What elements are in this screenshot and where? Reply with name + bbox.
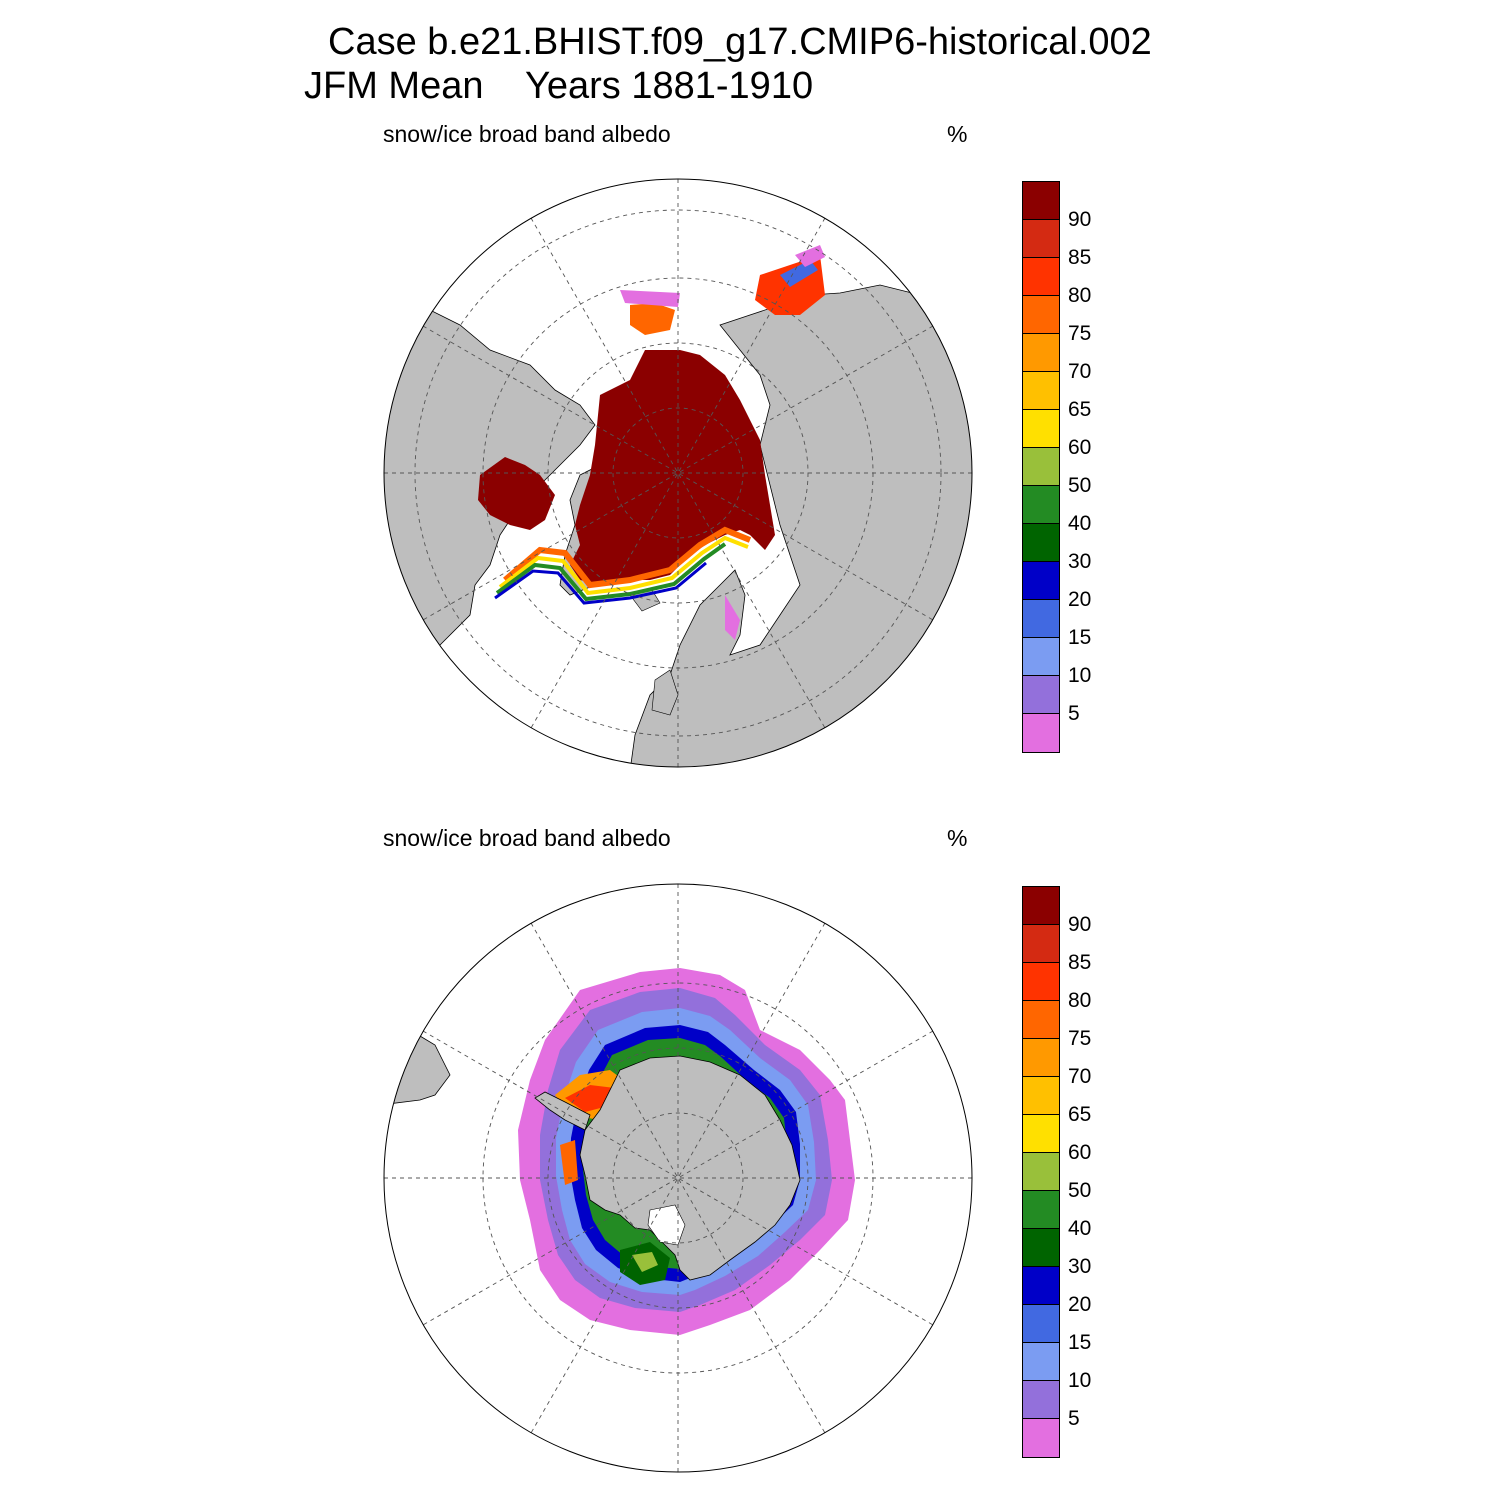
north-polar-map xyxy=(383,178,973,768)
okhotsk-sea-ice-blue xyxy=(780,260,818,287)
bellingshausen-sea-ice xyxy=(560,1140,578,1185)
north-colorbar-tick-label: 65 xyxy=(1068,398,1092,421)
north-colorbar-tick-label: 70 xyxy=(1068,360,1092,383)
south-colorbar-swatch xyxy=(1023,1229,1059,1267)
south-colorbar-swatch xyxy=(1023,1115,1059,1153)
arctic-sea-ice xyxy=(570,350,775,585)
ice-edge-band-blue xyxy=(494,561,707,605)
north-colorbar-tick-label: 90 xyxy=(1068,208,1092,231)
south-colorbar-tick-label: 50 xyxy=(1068,1179,1092,1202)
north-colorbar-swatch xyxy=(1023,448,1059,486)
ice-edge-band-green xyxy=(495,542,727,602)
bering-sea-ice xyxy=(630,303,675,335)
south-colorbar-tick-label: 80 xyxy=(1068,989,1092,1012)
eurasia-land xyxy=(629,284,972,767)
north-colorbar-swatch xyxy=(1023,638,1059,676)
north-colorbar-tick-label: 40 xyxy=(1068,512,1092,535)
north-map-graticule xyxy=(384,179,972,767)
baltic-sea-ice xyxy=(725,595,740,640)
north-colorbar xyxy=(1022,181,1060,753)
north-colorbar-swatch xyxy=(1023,372,1059,410)
ice-edge-band-mid xyxy=(498,535,749,596)
north-colorbar-swatch xyxy=(1023,562,1059,600)
south-colorbar-tick-label: 90 xyxy=(1068,913,1092,936)
north-panel-unit-label: % xyxy=(947,121,968,147)
figure-title-line-1: Case b.e21.BHIST.f09_g17.CMIP6-historica… xyxy=(328,21,1152,63)
south-colorbar-tick-label: 75 xyxy=(1068,1027,1092,1050)
north-colorbar-swatch xyxy=(1023,258,1059,296)
north-colorbar-swatch xyxy=(1023,600,1059,638)
south-colorbar-tick-label: 5 xyxy=(1068,1407,1080,1430)
uk-land xyxy=(651,669,679,716)
south-colorbar-tick-label: 60 xyxy=(1068,1141,1092,1164)
south-colorbar xyxy=(1022,886,1060,1458)
north-colorbar-swatch xyxy=(1023,524,1059,562)
south-colorbar-tick-label: 15 xyxy=(1068,1331,1092,1354)
north-colorbar-tick-label: 85 xyxy=(1068,246,1092,269)
south-colorbar-tick-label: 20 xyxy=(1068,1293,1092,1316)
north-colorbar-swatch xyxy=(1023,714,1059,752)
south-colorbar-swatch xyxy=(1023,1305,1059,1343)
hudson-bay-ice xyxy=(478,457,555,530)
south-colorbar-swatch xyxy=(1023,1077,1059,1115)
south-colorbar-swatch xyxy=(1023,1153,1059,1191)
south-colorbar-swatch xyxy=(1023,1191,1059,1229)
south-map-border xyxy=(383,883,973,1473)
south-polar-map xyxy=(383,883,973,1473)
south-colorbar-swatch xyxy=(1023,925,1059,963)
north-colorbar-swatch xyxy=(1023,220,1059,258)
antarctica-land xyxy=(579,1055,801,1281)
north-colorbar-swatch xyxy=(1023,676,1059,714)
south-colorbar-swatch xyxy=(1023,1267,1059,1305)
south-colorbar-swatch xyxy=(1023,963,1059,1001)
south-panel-variable-label: snow/ice broad band albedo xyxy=(383,825,671,851)
bering-sea-ice-edge xyxy=(620,290,680,307)
north-colorbar-tick-label: 10 xyxy=(1068,664,1092,687)
south-colorbar-tick-label: 30 xyxy=(1068,1255,1092,1278)
north-colorbar-tick-label: 5 xyxy=(1068,702,1080,725)
south-colorbar-tick-label: 40 xyxy=(1068,1217,1092,1240)
north-map-border xyxy=(383,178,973,768)
ice-edge-band-high xyxy=(503,526,752,589)
north-colorbar-tick-label: 50 xyxy=(1068,474,1092,497)
south-colorbar-tick-label: 70 xyxy=(1068,1065,1092,1088)
north-panel-variable-label: snow/ice broad band albedo xyxy=(383,121,671,147)
north-colorbar-swatch xyxy=(1023,410,1059,448)
south-colorbar-tick-label: 65 xyxy=(1068,1103,1092,1126)
north-colorbar-tick-label: 60 xyxy=(1068,436,1092,459)
north-colorbar-tick-label: 20 xyxy=(1068,588,1092,611)
north-colorbar-tick-label: 30 xyxy=(1068,550,1092,573)
south-colorbar-swatch xyxy=(1023,1381,1059,1419)
south-colorbar-swatch xyxy=(1023,887,1059,925)
south-colorbar-swatch xyxy=(1023,1001,1059,1039)
north-colorbar-tick-label: 75 xyxy=(1068,322,1092,345)
south-panel-unit-label: % xyxy=(947,825,968,851)
figure-title-line-2: JFM Mean Years 1881-1910 xyxy=(304,65,814,107)
south-colorbar-swatch xyxy=(1023,1419,1059,1457)
north-colorbar-swatch xyxy=(1023,182,1059,220)
south-colorbar-tick-label: 85 xyxy=(1068,951,1092,974)
north-colorbar-tick-label: 80 xyxy=(1068,284,1092,307)
north-colorbar-swatch xyxy=(1023,296,1059,334)
ross-sea-ice-core xyxy=(632,1252,658,1272)
south-colorbar-tick-label: 10 xyxy=(1068,1369,1092,1392)
north-colorbar-tick-label: 15 xyxy=(1068,626,1092,649)
south-colorbar-swatch xyxy=(1023,1343,1059,1381)
north-colorbar-swatch xyxy=(1023,486,1059,524)
south-colorbar-swatch xyxy=(1023,1039,1059,1077)
south-map-graticule xyxy=(384,884,972,1472)
north-colorbar-swatch xyxy=(1023,334,1059,372)
